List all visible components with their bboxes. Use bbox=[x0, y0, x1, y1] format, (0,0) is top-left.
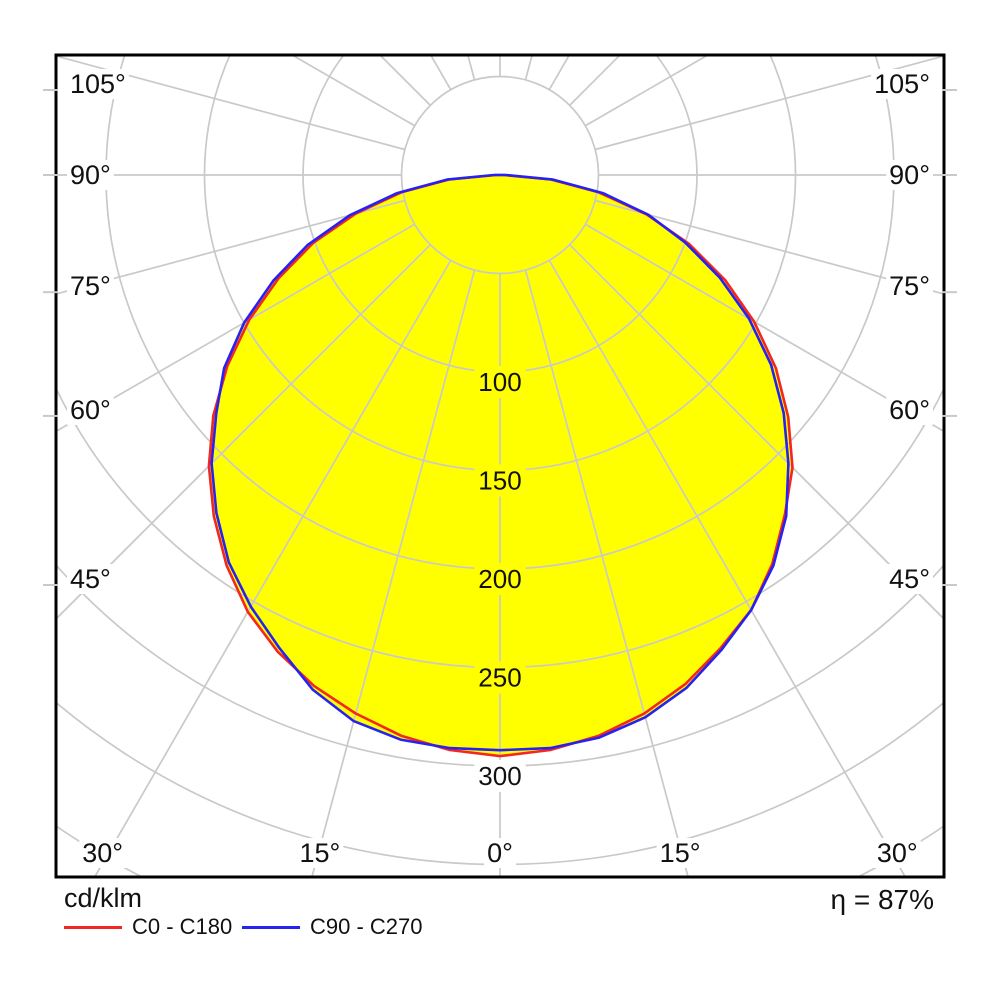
intensity-curves bbox=[207, 173, 794, 758]
angle-label-right-45: 45° bbox=[889, 564, 930, 594]
angle-label-bottom-r30: 30° bbox=[877, 838, 918, 868]
angle-label-left-75: 75° bbox=[70, 271, 111, 301]
angle-label-left-105: 105° bbox=[70, 69, 126, 99]
angle-label-right-105: 105° bbox=[874, 69, 930, 99]
ring-label-100: 100 bbox=[478, 367, 521, 397]
plot-border bbox=[54, 53, 946, 879]
ring-label-300: 300 bbox=[478, 761, 521, 791]
legend-swatch-c90-c270 bbox=[242, 925, 300, 929]
angle-label-right-90: 90° bbox=[889, 160, 930, 190]
ring-label-250: 250 bbox=[478, 663, 521, 693]
ring-label-200: 200 bbox=[478, 564, 521, 594]
legend-item-c90-c270: C90 - C270 bbox=[242, 914, 423, 939]
angle-label-left-60: 60° bbox=[70, 395, 111, 425]
angle-label-left-90: 90° bbox=[70, 160, 111, 190]
units-label: cd/klm bbox=[64, 883, 143, 913]
angle-label-bottom-r15: 15° bbox=[660, 838, 701, 868]
legend-swatch-c0-c180 bbox=[64, 925, 122, 929]
ring-value-labels: 100 150 200 250 300 bbox=[474, 366, 526, 792]
angle-label-bottom-c0: 0° bbox=[487, 838, 513, 868]
legend-item-c0-c180: C0 - C180 bbox=[64, 914, 233, 939]
efficiency-label: η = 87% bbox=[830, 884, 934, 915]
angle-label-left-45: 45° bbox=[70, 564, 111, 594]
angle-label-right-75: 75° bbox=[889, 271, 930, 301]
curve-c0-c180 bbox=[207, 173, 794, 758]
legend-label-c90-c270: C90 - C270 bbox=[310, 914, 423, 939]
angle-label-bottom-l15: 15° bbox=[299, 838, 340, 868]
curve-c90-c270 bbox=[210, 173, 790, 752]
angle-label-bottom-l30: 30° bbox=[82, 838, 123, 868]
angle-label-right-60: 60° bbox=[889, 395, 930, 425]
angle-labels: 105° 105° 90° 90° 75° 75° 60° 60° 45° 45° 30° 15° 0°… bbox=[43, 69, 957, 868]
legend-label-c0-c180: C0 - C180 bbox=[132, 914, 233, 939]
ring-label-150: 150 bbox=[478, 466, 521, 496]
